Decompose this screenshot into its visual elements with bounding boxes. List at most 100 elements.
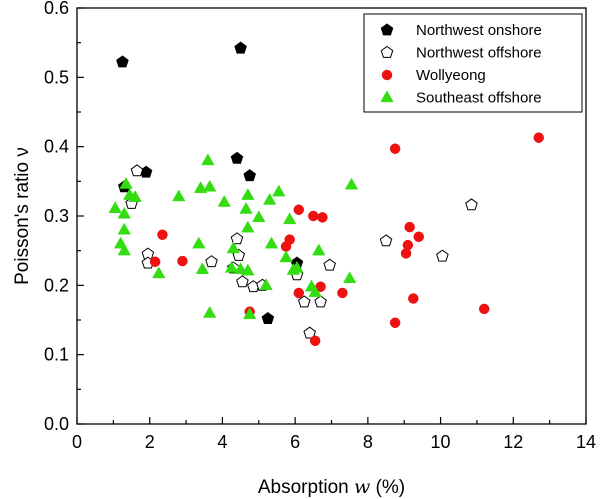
southeast-offshore-point xyxy=(117,243,131,256)
southeast-offshore-point xyxy=(264,236,279,249)
southeast-offshore-point xyxy=(201,153,215,166)
wollyeong-point xyxy=(157,229,168,240)
wollyeong-point xyxy=(317,212,328,223)
data-points xyxy=(108,41,544,347)
southeast-offshore-point xyxy=(290,260,304,273)
legend-marker-wollyeong xyxy=(381,69,393,81)
x-axis-title: Absorption w (%) xyxy=(258,476,405,498)
y-tick-label: 0.4 xyxy=(44,137,69,157)
y-tick-label: 0.3 xyxy=(44,206,69,226)
y-axis-title: Poisson's ratio ν xyxy=(12,147,33,285)
wollyeong-point xyxy=(389,143,401,154)
legend-box xyxy=(363,13,583,113)
southeast-offshore-point xyxy=(128,190,142,202)
x-tick-label: 12 xyxy=(503,432,523,452)
legend-marker-southeast-offshore xyxy=(380,90,394,103)
southeast-offshore-point xyxy=(192,236,206,249)
northwest-offshore-point xyxy=(236,275,249,288)
legend-marker-northwest-offshore xyxy=(380,45,394,58)
southeast-offshore-point xyxy=(259,278,273,290)
wollyeong-point xyxy=(293,204,305,216)
southeast-offshore-point xyxy=(119,177,133,189)
southeast-offshore-point xyxy=(226,241,241,254)
plot-area xyxy=(76,7,587,425)
wollyeong-point xyxy=(177,255,188,267)
northwest-offshore-point xyxy=(205,255,218,268)
southeast-offshore-point xyxy=(241,220,255,233)
southeast-offshore-point xyxy=(279,250,293,263)
northwest-offshore-point xyxy=(465,198,478,211)
legend: Northwest onshore Northwest offshore Wolly… xyxy=(363,13,583,113)
southeast-offshore-point xyxy=(108,201,122,214)
wollyeong-point xyxy=(308,210,319,222)
legend-label-wollyeong: Wollyeong xyxy=(416,67,486,84)
y-tick-label: 0.0 xyxy=(44,414,69,434)
southeast-offshore-point xyxy=(172,189,186,202)
x-tick-label: 6 xyxy=(290,432,300,452)
southeast-offshore-point xyxy=(344,177,359,190)
southeast-offshore-point xyxy=(241,263,255,276)
southeast-offshore-point xyxy=(217,195,231,207)
x-tick-label: 2 xyxy=(145,432,155,452)
legend-label-southeast-offshore: Southeast offshore xyxy=(416,90,542,107)
y-tick-label: 0.2 xyxy=(44,275,69,295)
northwest-onshore-point xyxy=(261,311,275,324)
northwest-onshore-point xyxy=(116,55,129,68)
x-tick-label: 8 xyxy=(363,432,373,452)
northwest-offshore-point xyxy=(230,232,244,245)
southeast-offshore-point xyxy=(239,201,253,214)
y-tick-label: 0.6 xyxy=(44,0,69,18)
southeast-offshore-point xyxy=(272,184,286,197)
southeast-offshore-point xyxy=(203,305,217,318)
southeast-offshore-point xyxy=(152,266,166,279)
southeast-offshore-point xyxy=(252,210,266,223)
x-tick-label: 10 xyxy=(431,432,451,452)
northwest-onshore-point xyxy=(230,151,244,164)
legend-label-northwest-onshore: Northwest onshore xyxy=(416,22,542,39)
wollyeong-point xyxy=(402,239,414,251)
southeast-offshore-point xyxy=(195,262,210,275)
x-axis-label: Absorption xyxy=(258,477,349,498)
northwest-offshore-point xyxy=(297,295,311,308)
southeast-offshore-point xyxy=(342,271,357,284)
tick-labels: 0 2 4 6 8 10 12 14 0.0 0.1 0.2 0.3 0.4 0.5 0.6 xyxy=(44,0,596,452)
x-axis-variable: w xyxy=(354,476,370,498)
wollyeong-point xyxy=(337,287,348,299)
legend-label-northwest-offshore: Northwest offshore xyxy=(416,45,542,62)
northwest-onshore-point xyxy=(243,169,256,182)
wollyeong-point xyxy=(309,335,321,347)
x-tick-label: 0 xyxy=(72,432,82,452)
northwest-offshore-point xyxy=(303,326,316,339)
southeast-offshore-point xyxy=(203,179,217,192)
northwest-offshore-point xyxy=(379,234,393,247)
northwest-offshore-point xyxy=(130,164,144,177)
wollyeong-point xyxy=(293,287,305,299)
wollyeong-point xyxy=(404,221,415,233)
northwest-offshore-point xyxy=(323,258,336,271)
axis-ticks xyxy=(76,7,587,425)
x-axis-unit: (%) xyxy=(376,477,406,498)
northwest-offshore-point xyxy=(436,249,449,262)
x-tick-label: 4 xyxy=(217,432,227,452)
southeast-offshore-point xyxy=(243,307,257,320)
southeast-offshore-point xyxy=(117,206,131,219)
wollyeong-point xyxy=(408,293,419,304)
wollyeong-point xyxy=(149,256,161,268)
wollyeong-point xyxy=(389,317,401,329)
northwest-onshore-point xyxy=(234,41,247,54)
southeast-offshore-point xyxy=(224,260,239,273)
southeast-offshore-point xyxy=(193,181,208,193)
southeast-offshore-point xyxy=(263,192,277,205)
southeast-offshore-point xyxy=(308,285,322,297)
southeast-offshore-point xyxy=(283,212,297,225)
wollyeong-point xyxy=(478,303,490,315)
southeast-offshore-point xyxy=(241,188,255,200)
x-tick-label: 14 xyxy=(576,432,596,452)
northwest-offshore-point xyxy=(314,295,327,308)
wollyeong-point xyxy=(413,231,425,243)
southeast-offshore-point xyxy=(117,222,131,235)
southeast-offshore-point xyxy=(312,243,326,256)
wollyeong-point xyxy=(533,132,544,143)
y-tick-label: 0.5 xyxy=(44,67,69,87)
